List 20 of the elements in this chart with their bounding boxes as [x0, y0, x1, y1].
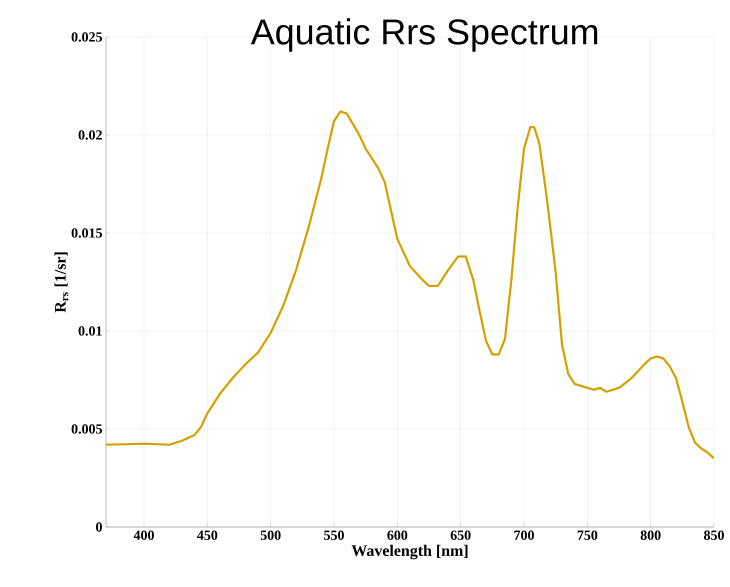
y-tick-label: 0 [96, 522, 102, 532]
y-tick-label: 0.025 [72, 32, 102, 42]
x-tick-label: 400 [134, 530, 154, 540]
x-tick-label: 600 [387, 530, 408, 540]
y-tick-label: 0.02 [78, 130, 102, 140]
y-tick-label: 0.01 [78, 326, 102, 336]
x-tick-label: 850 [704, 530, 724, 540]
x-tick-label: 800 [640, 530, 661, 540]
x-tick-label: 750 [578, 530, 598, 540]
x-tick-label: 500 [260, 530, 281, 540]
chart-title: Aquatic Rrs Spectrum [250, 18, 598, 52]
x-tick-label: 550 [324, 530, 344, 540]
x-tick-label: 700 [514, 530, 534, 540]
y-tick-label: 0.005 [72, 424, 102, 434]
y-tick-label: 0.015 [72, 228, 102, 238]
x-tick-label: 450 [197, 530, 218, 540]
x-axis-title: Wavelength [nm] [352, 544, 468, 560]
line-series [106, 110, 714, 460]
y-axis-title: R$_{rs}$ [1/sr] [54, 252, 68, 313]
x-tick-label: 650 [450, 530, 471, 540]
